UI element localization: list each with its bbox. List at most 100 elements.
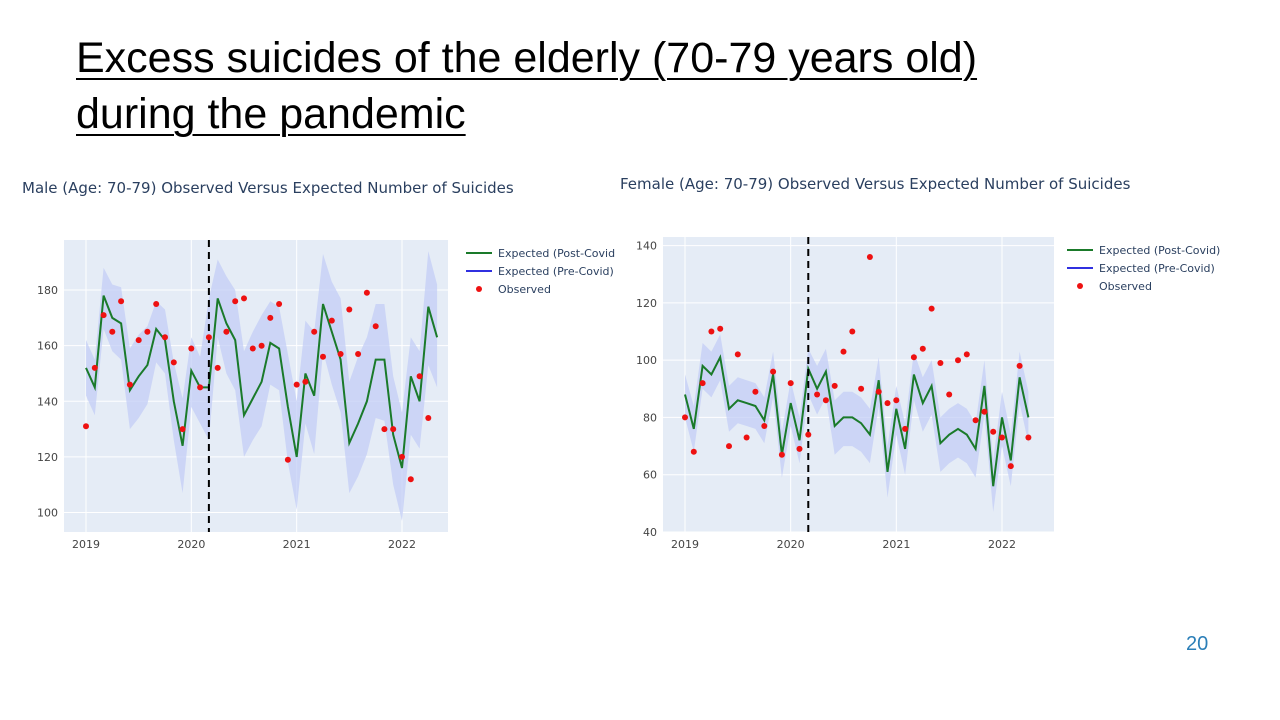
observed-point — [734, 351, 741, 358]
observed-point — [399, 453, 405, 460]
observed-point — [919, 345, 926, 352]
observed-point — [328, 317, 335, 324]
y-tick-label: 140 — [636, 240, 657, 253]
x-tick-label: 2021 — [283, 538, 311, 551]
observed-point — [884, 400, 891, 407]
observed-point — [337, 351, 344, 357]
observed-point — [241, 295, 247, 302]
observed-point — [902, 425, 909, 432]
observed-point — [761, 423, 768, 429]
x-tick-label: 2021 — [882, 538, 910, 551]
observed-point — [963, 351, 970, 358]
observed-point — [866, 254, 873, 260]
observed-point — [170, 359, 177, 366]
observed-point — [91, 364, 98, 371]
male-suicides-chart: 100 120 140 160 180 2019 2020 2021 2022 Expected … — [37, 240, 615, 551]
female-suicides-chart: 40 60 80 100 120 140 2019 2020 2021 2022 Expected … — [636, 237, 1220, 551]
observed-point — [840, 348, 847, 355]
observed-point — [849, 328, 856, 335]
observed-point — [425, 415, 432, 421]
legend-pre-label: Expected (Pre-Covid) — [498, 265, 614, 278]
observed-point — [118, 298, 125, 305]
observed-point — [831, 382, 838, 389]
observed-point — [162, 334, 168, 341]
observed-point — [990, 428, 997, 435]
expected-confidence-band — [86, 251, 438, 521]
observed-point — [179, 426, 186, 433]
observed-point — [249, 345, 256, 352]
y-tick-label: 100 — [636, 354, 657, 367]
observed-point — [699, 380, 706, 387]
observed-point — [276, 301, 283, 307]
observed-point — [311, 328, 318, 335]
observed-point — [135, 337, 142, 344]
observed-point — [726, 443, 732, 450]
y-tick-label: 40 — [643, 526, 657, 539]
observed-point — [346, 306, 353, 313]
y-tick-label: 140 — [37, 395, 58, 408]
slide-title-line1: Excess suicides of the elderly (70-79 ye… — [76, 34, 978, 82]
observed-point — [363, 289, 370, 296]
observed-point — [955, 357, 961, 364]
x-tick-label: 2019 — [72, 538, 100, 551]
y-tick-label: 120 — [37, 451, 58, 464]
observed-point — [302, 378, 309, 385]
observed-point — [928, 305, 935, 312]
legend-observed-label: Observed — [498, 283, 551, 296]
observed-point — [144, 328, 151, 335]
y-tick-label: 60 — [643, 469, 657, 482]
observed-point — [197, 384, 204, 391]
observed-point — [770, 368, 777, 375]
y-tick-label: 120 — [636, 297, 657, 310]
observed-point — [153, 301, 160, 307]
observed-point — [284, 456, 291, 463]
observed-point — [267, 314, 274, 321]
observed-point — [946, 391, 953, 398]
observed-point — [814, 391, 821, 398]
observed-point — [708, 328, 715, 335]
observed-point — [875, 388, 882, 395]
slide-title: Excess suicides of the elderly (70-79 ye… — [76, 30, 977, 142]
observed-point — [752, 388, 759, 395]
observed-point — [83, 423, 89, 430]
legend-observed-swatch — [1077, 283, 1083, 289]
observed-point — [320, 353, 326, 360]
observed-point — [999, 434, 1005, 441]
observed-point — [1025, 434, 1032, 441]
x-tick-label: 2022 — [988, 538, 1016, 551]
observed-point — [778, 451, 785, 458]
legend-observed-label: Observed — [1099, 280, 1152, 293]
male-chart-title: Male (Age: 70-79) Observed Versus Expect… — [22, 179, 514, 197]
observed-point — [858, 385, 865, 392]
observed-point — [223, 328, 230, 335]
expected-post-covid-line — [684, 354, 1030, 487]
legend-observed-swatch — [476, 286, 482, 292]
observed-point — [258, 342, 265, 349]
observed-point — [100, 312, 107, 319]
observed-point — [717, 325, 724, 332]
observed-point — [787, 380, 794, 387]
observed-point — [372, 323, 379, 330]
observed-point — [205, 334, 212, 341]
observed-point — [1007, 463, 1014, 470]
x-tick-label: 2019 — [671, 538, 699, 551]
legend-pre-label: Expected (Pre-Covid) — [1099, 262, 1215, 275]
legend-post-label: Expected (Post-Covid) — [1099, 244, 1220, 257]
female-chart-title: Female (Age: 70-79) Observed Versus Expe… — [620, 175, 1131, 193]
y-tick-label: 100 — [37, 507, 58, 520]
observed-point — [796, 445, 803, 452]
observed-point — [690, 448, 697, 455]
observed-point — [1016, 362, 1023, 369]
expected-confidence-band — [685, 334, 1029, 512]
observed-point — [109, 328, 116, 335]
x-tick-label: 2022 — [388, 538, 416, 551]
observed-point — [893, 397, 900, 404]
observed-point — [381, 426, 388, 433]
observed-point — [355, 351, 362, 357]
observed-point — [937, 360, 944, 366]
observed-point — [805, 431, 812, 438]
legend-post-label: Expected (Post-Covid) — [498, 247, 615, 260]
observed-point — [293, 381, 300, 388]
observed-point — [972, 417, 979, 424]
x-tick-label: 2020 — [177, 538, 205, 551]
